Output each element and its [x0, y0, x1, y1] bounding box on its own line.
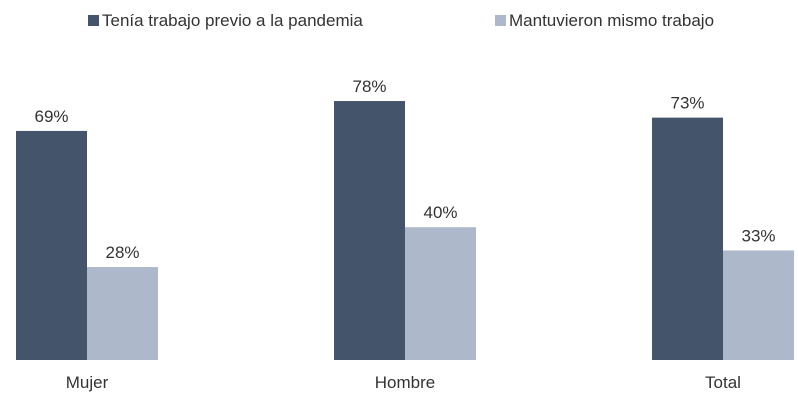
value-label-mujer-series-1: 69% — [34, 107, 68, 126]
value-label-hombre-series-1: 78% — [352, 77, 386, 96]
legend-label-1: Tenía trabajo previo a la pandemia — [102, 11, 363, 30]
value-label-hombre-series-2: 40% — [423, 203, 457, 222]
category-label-total: Total — [705, 373, 741, 392]
legend-swatch-2 — [495, 15, 506, 26]
legend-label-2: Mantuvieron mismo trabajo — [509, 11, 714, 30]
value-label-mujer-series-2: 28% — [105, 243, 139, 262]
bars — [16, 101, 794, 360]
bar-mujer-series-1 — [16, 130, 87, 360]
bar-total-series-2 — [723, 250, 794, 360]
bar-hombre-series-2 — [405, 227, 476, 360]
category-label-mujer: Mujer — [66, 373, 109, 392]
legend-swatch-1 — [88, 15, 99, 26]
value-label-total-series-2: 33% — [741, 226, 775, 245]
category-labels: Mujer Hombre Total — [66, 373, 741, 392]
value-label-total-series-1: 73% — [670, 94, 704, 113]
value-labels: 69% 28% 78% 40% 73% 33% — [34, 77, 775, 262]
bar-hombre-series-1 — [334, 101, 405, 360]
bar-mujer-series-2 — [87, 267, 158, 360]
legend: Tenía trabajo previo a la pandemia Mantuv… — [88, 11, 714, 30]
category-label-hombre: Hombre — [375, 373, 435, 392]
bar-total-series-1 — [652, 117, 723, 360]
